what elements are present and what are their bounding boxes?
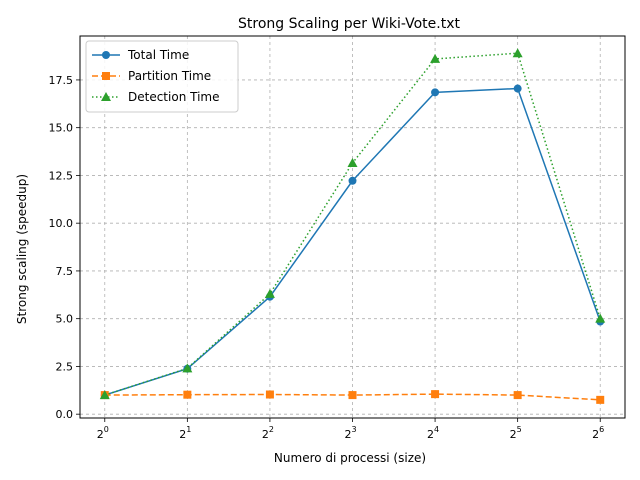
x-tick-label: 26 (592, 425, 604, 441)
x-tick-label: 22 (262, 425, 274, 441)
data-point (431, 390, 440, 399)
legend: Total Time Partition Time Detection Time (85, 40, 239, 113)
legend-marker (102, 51, 110, 59)
y-tick-label: 15.0 (49, 122, 74, 135)
x-axis: 20 21 22 23 24 25 26 (97, 418, 604, 441)
data-point (99, 390, 110, 400)
data-point (596, 395, 605, 404)
x-axis-label: Numero di processi (size) (274, 451, 426, 465)
y-tick-label: 7.5 (56, 265, 74, 278)
legend-label: Detection Time (128, 90, 219, 104)
x-tick-label: 20 (97, 425, 109, 441)
x-tick-label: 25 (510, 425, 522, 441)
y-tick-label: 17.5 (49, 74, 74, 87)
legend-marker (102, 72, 110, 80)
legend-box (85, 40, 239, 113)
series-layer (99, 48, 606, 404)
data-point (430, 53, 441, 63)
y-tick-label: 0.0 (56, 408, 74, 421)
legend-label: Partition Time (128, 69, 211, 83)
series-detection-time (99, 48, 606, 400)
data-point (264, 288, 275, 298)
data-point (347, 158, 358, 168)
legend-label: Total Time (127, 48, 189, 62)
legend-marker (101, 92, 111, 101)
data-point (183, 390, 192, 399)
data-point (265, 390, 274, 399)
data-point (182, 363, 193, 373)
data-point (348, 176, 357, 185)
data-point (595, 313, 606, 323)
data-point (348, 391, 357, 400)
chart-title: Strong Scaling per Wiki-Vote.txt (238, 16, 460, 32)
x-tick-label: 21 (179, 425, 191, 441)
data-point (513, 391, 522, 400)
x-tick-label: 24 (427, 425, 439, 441)
data-point (431, 88, 440, 97)
data-point (513, 84, 522, 93)
y-axis-label: Strong scaling (speedup) (15, 174, 29, 324)
y-axis: 0.0 2.5 5.0 7.5 10.0 12.5 15.0 17.5 (49, 74, 80, 421)
y-tick-label: 2.5 (56, 360, 74, 373)
y-tick-label: 10.0 (49, 217, 74, 230)
y-tick-label: 5.0 (56, 313, 74, 326)
x-tick-label: 23 (344, 425, 356, 441)
y-tick-label: 12.5 (49, 169, 74, 182)
data-point (512, 48, 523, 58)
